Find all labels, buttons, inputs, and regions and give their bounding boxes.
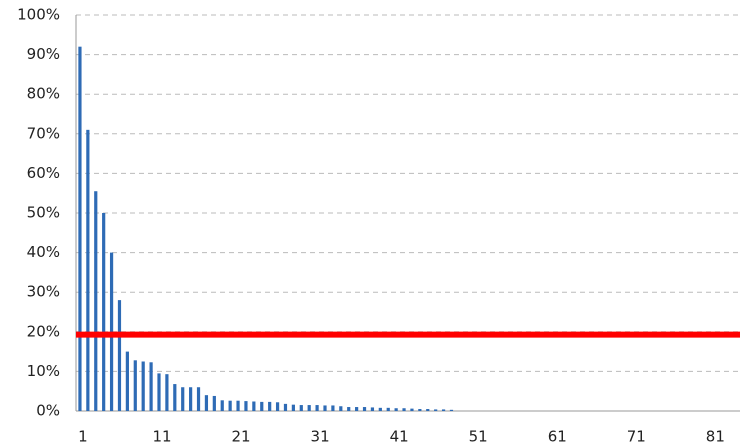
bar (189, 387, 193, 411)
bar (441, 409, 446, 411)
bar (173, 384, 177, 411)
bar (252, 401, 256, 411)
x-tick-label: 61 (548, 428, 567, 446)
bar (141, 361, 145, 411)
bar (449, 409, 454, 411)
y-tick-label: 50% (27, 204, 60, 222)
bar (204, 395, 209, 411)
y-tick-label: 70% (27, 124, 60, 142)
bar (362, 407, 367, 411)
bar (275, 402, 280, 411)
y-tick-label: 60% (27, 164, 60, 182)
bar (402, 408, 406, 411)
bar (78, 46, 82, 412)
bar (370, 407, 375, 411)
bar (133, 360, 137, 411)
bar (236, 400, 240, 411)
x-tick-label: 51 (469, 428, 488, 446)
bar (260, 401, 264, 411)
bar (434, 409, 438, 411)
bar (426, 409, 430, 411)
y-tick-label: 20% (27, 322, 60, 340)
bar (268, 401, 272, 411)
bar (125, 351, 129, 411)
bar (86, 129, 90, 411)
bar (102, 213, 106, 411)
bar (283, 403, 288, 411)
bar (347, 407, 351, 411)
bar (220, 400, 224, 411)
y-tick-label: 0% (36, 402, 60, 420)
bar (228, 400, 232, 411)
bar (299, 405, 303, 411)
bar (291, 404, 295, 411)
bar (165, 374, 169, 411)
x-tick-label: 41 (390, 428, 409, 446)
bar (355, 407, 359, 411)
bar (157, 373, 161, 411)
x-tick-label: 11 (152, 428, 171, 446)
bar (94, 191, 98, 411)
bar (315, 405, 319, 411)
bar (149, 362, 153, 411)
bar (394, 408, 398, 411)
bar (418, 409, 422, 411)
bar (244, 401, 248, 411)
x-tick-label: 71 (627, 428, 646, 446)
bar (378, 407, 382, 411)
bar (117, 300, 122, 411)
bar (323, 405, 327, 411)
y-tick-label: 10% (27, 362, 60, 380)
bar (307, 405, 311, 411)
y-tick-label: 40% (27, 243, 60, 261)
bar (410, 408, 414, 411)
y-tick-label: 80% (27, 85, 60, 103)
bar (196, 387, 201, 411)
y-tick-label: 100% (17, 6, 60, 24)
y-tick-label: 30% (27, 283, 60, 301)
bar (212, 395, 216, 411)
bar (386, 407, 390, 411)
x-tick-label: 31 (311, 428, 330, 446)
x-tick-label: 81 (706, 428, 725, 446)
bar (181, 387, 185, 411)
bar (339, 406, 343, 411)
x-tick-label: 1 (78, 428, 88, 446)
y-tick-label: 90% (27, 45, 60, 63)
x-tick-label: 21 (232, 428, 251, 446)
bar (331, 405, 335, 411)
